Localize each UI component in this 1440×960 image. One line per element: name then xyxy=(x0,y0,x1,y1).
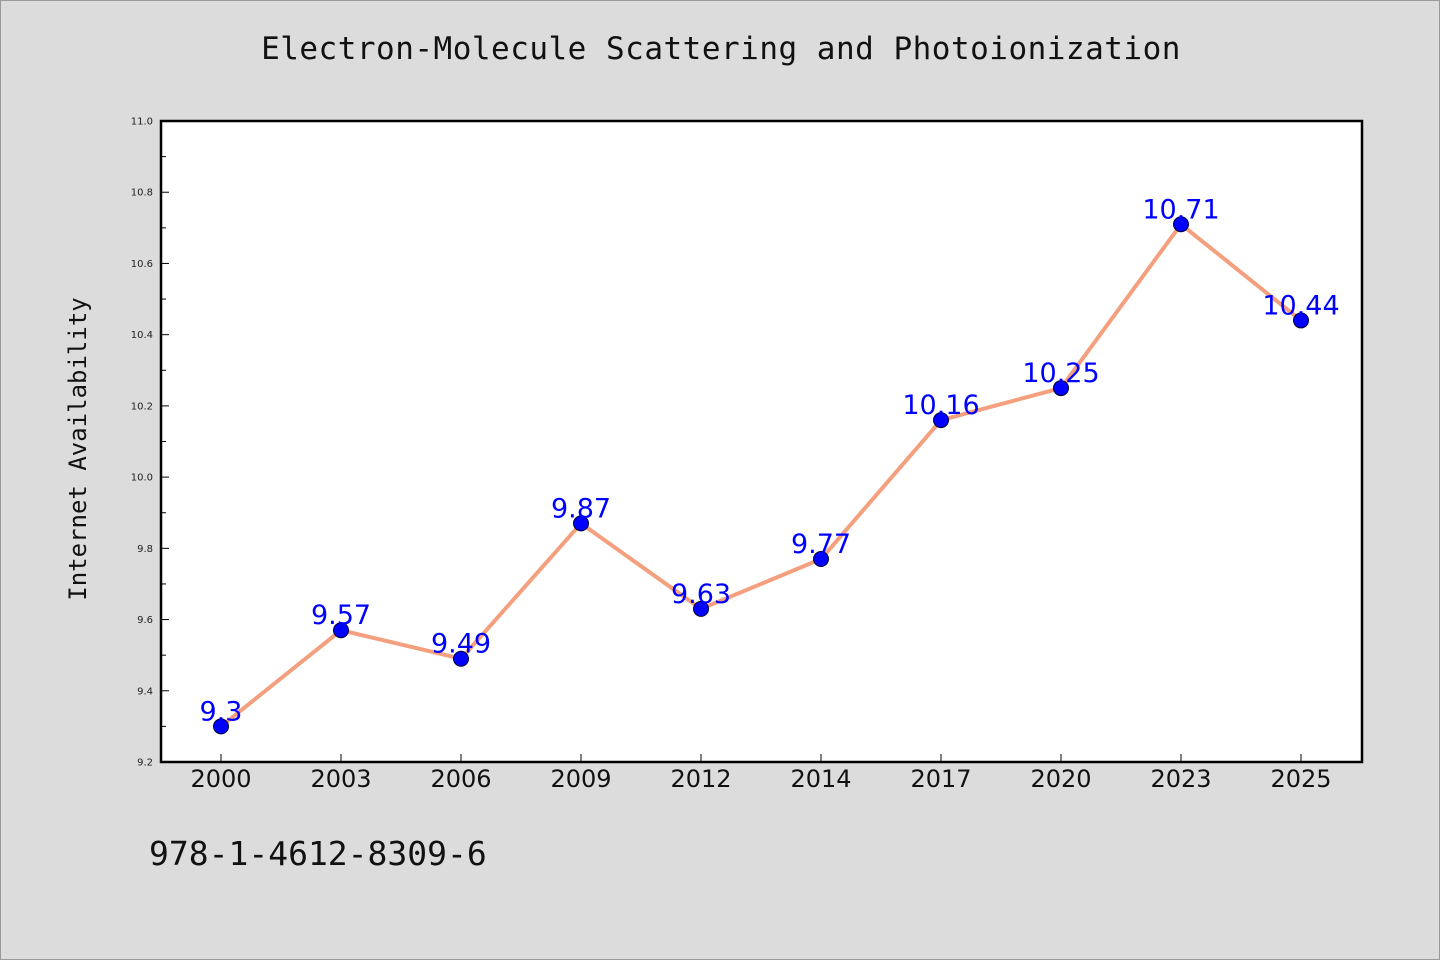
x-tick-label: 2025 xyxy=(1270,765,1331,793)
chart-title: Electron-Molecule Scattering and Photoio… xyxy=(261,31,1181,67)
y-tick-label: 9.6 xyxy=(137,615,153,626)
y-tick-label: 10.8 xyxy=(131,188,153,199)
y-tick-label: 10.4 xyxy=(131,330,153,341)
x-tick-label: 2020 xyxy=(1030,765,1091,793)
data-label: 9.63 xyxy=(671,579,731,610)
y-tick-label: 10.0 xyxy=(131,473,153,484)
data-point xyxy=(573,515,589,532)
data-label: 10.16 xyxy=(902,390,979,421)
data-label: 9.3 xyxy=(200,696,243,727)
y-tick-label: 9.8 xyxy=(137,544,153,555)
data-point xyxy=(693,600,709,617)
series-line xyxy=(219,222,1303,729)
x-tick-label: 2023 xyxy=(1150,765,1211,793)
data-label: 9.57 xyxy=(311,600,371,631)
data-point xyxy=(453,650,469,667)
y-tick-label: 10.2 xyxy=(131,401,153,412)
x-tick-label: 2003 xyxy=(310,765,371,793)
y-tick-label: 9.4 xyxy=(137,686,153,697)
data-label: 10.25 xyxy=(1022,358,1099,389)
y-axis: 9.2 9.4 9.6 9.8 10.0 10.2 10.4 10.6 10.8 11.0 xyxy=(131,117,169,769)
data-point xyxy=(333,622,349,639)
y-tick-label: 9.2 xyxy=(137,758,153,769)
y-axis-label: Internet Availability xyxy=(64,297,92,600)
x-tick-label: 2000 xyxy=(190,765,251,793)
isbn-text: 978-1-4612-8309-6 xyxy=(149,834,487,873)
x-tick-label: 2012 xyxy=(670,765,731,793)
data-label: 10.71 xyxy=(1142,194,1219,225)
data-point xyxy=(1173,216,1189,233)
data-label: 10.44 xyxy=(1262,290,1339,321)
y-tick-label: 11.0 xyxy=(131,117,153,128)
data-label: 9.77 xyxy=(791,529,851,560)
data-point xyxy=(1053,380,1069,397)
data-point xyxy=(933,412,949,429)
x-axis: 2000 2003 2006 2009 2012 2014 2017 2020 2023 2025 xyxy=(190,754,1332,793)
x-tick-label: 2014 xyxy=(790,765,851,793)
data-label: 9.87 xyxy=(551,493,611,524)
y-tick-label: 10.6 xyxy=(131,259,153,270)
data-point xyxy=(213,718,229,735)
data-point xyxy=(1293,312,1309,329)
data-markers xyxy=(213,216,1309,735)
x-tick-label: 2009 xyxy=(550,765,611,793)
x-tick-label: 2017 xyxy=(910,765,971,793)
data-point xyxy=(813,551,829,568)
x-tick-label: 2006 xyxy=(430,765,491,793)
data-labels: 9.3 9.57 9.49 9.87 9.63 9.77 10.16 10.25 10.71 10… xyxy=(200,194,1340,727)
data-label: 9.49 xyxy=(431,629,491,660)
plot-area xyxy=(159,119,1364,764)
